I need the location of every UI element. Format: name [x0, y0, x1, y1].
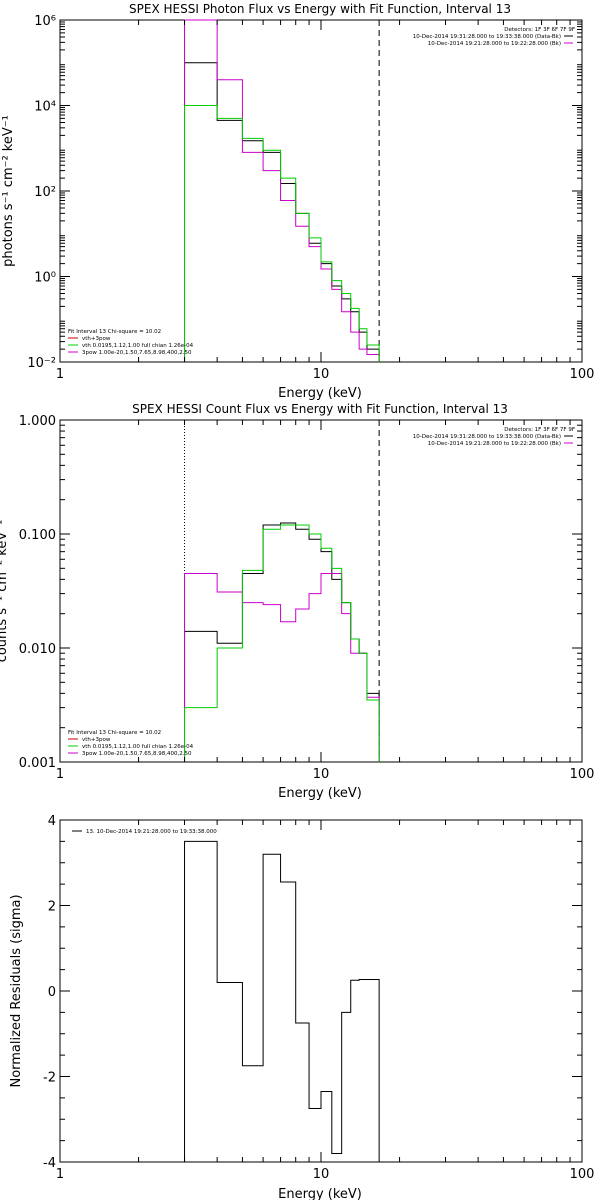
y-tick-label: 0.010 [19, 642, 56, 657]
legend-entry: 10-Dec-2014 19:21:28.000 to 19:22:28.000… [428, 441, 573, 447]
legend-entry: vth+3pow [68, 336, 111, 342]
y-axis-label: Normalized Residuals (sigma) [9, 894, 24, 1087]
residuals-panel: 1 10 100 -4 -2 0 2 4 Energy (keV) Normalized R… [9, 814, 594, 1200]
series-line [184, 62, 380, 362]
legend-entry-label: 10-Dec-2014 19:31:28.000 to 19:33:38.000… [413, 34, 561, 40]
x-tick-label: 100 [570, 367, 595, 382]
legend-entry-label: 10-Dec-2014 19:21:28.000 to 19:22:28.000… [428, 41, 561, 47]
x-axis-ticks: 1 10 100 [56, 20, 595, 382]
y-tick-label: 4 [48, 814, 56, 829]
count-flux-panel: SPEX HESSI Count Flux vs Energy with Fit… [0, 402, 594, 801]
x-axis-label: Energy (keV) [278, 1187, 362, 1200]
y-axis-label: counts s⁻¹ cm⁻² keV⁻¹ [0, 520, 10, 663]
energy-range-markers [184, 20, 380, 362]
legend-entry: 3pow 1.00e-20,1.50,7.65,8.98,400,2.50 [68, 350, 192, 356]
series-line [184, 573, 380, 762]
y-tick-label: 10⁶ [34, 14, 56, 29]
plot-frame [59, 819, 583, 1163]
legend-entry-label: 3pow 1.00e-20,1.50,7.65,8.98,400,2.50 [82, 350, 192, 356]
x-tick-label: 100 [570, 767, 595, 782]
legend-top-right: Detectors: 1F 3F 6F 7F 9F 10-Dec-2014 19… [413, 27, 575, 47]
legend-entry-label: 3pow 1.00e-20,1.50,7.65,8.98,400,2.50 [82, 751, 192, 757]
series-line [184, 524, 380, 762]
legend-entry-label: 10-Dec-2014 19:21:28.000 to 19:22:28.000… [428, 441, 561, 447]
x-axis-ticks: 1 10 100 [56, 820, 595, 1182]
y-tick-label: -2 [43, 1071, 56, 1086]
legend-entry: 10-Dec-2014 19:21:28.000 to 19:22:28.000… [428, 41, 573, 47]
legend-entry: vth 0.0195,1.12,1.00 full chian 1.26e-04 [68, 343, 194, 349]
x-tick-label: 10 [313, 767, 330, 782]
series-group [184, 840, 380, 1162]
x-tick-label: 1 [56, 1167, 64, 1182]
x-tick-label: 10 [313, 367, 330, 382]
plot-frame [59, 19, 583, 363]
legend-entry: 13. 10-Dec-2014 19:21:28.000 to 19:33:38… [72, 829, 217, 835]
legend-top-right: Detectors: 1F 3F 6F 7F 9F 10-Dec-2014 19… [413, 427, 575, 447]
y-tick-label: 2 [48, 900, 56, 915]
legend-entry-label: vth 0.0195,1.12,1.00 full chian 1.26e-04 [82, 343, 194, 349]
chart-title: SPEX HESSI Count Flux vs Energy with Fit… [132, 402, 508, 416]
legend-header: Detectors: 1F 3F 6F 7F 9F [504, 427, 575, 433]
legend-top-left: 13. 10-Dec-2014 19:21:28.000 to 19:33:38… [72, 829, 217, 835]
y-tick-label: -4 [43, 1156, 56, 1171]
legend-entry-label: 10-Dec-2014 19:31:28.000 to 19:33:38.000… [413, 434, 561, 440]
legend-header: Detectors: 1F 3F 6F 7F 9F [504, 27, 575, 33]
photon-flux-panel: SPEX HESSI Photon Flux vs Energy with Fi… [1, 2, 594, 401]
legend-entry-label: vth+3pow [82, 336, 111, 342]
y-tick-label: 10² [34, 185, 56, 200]
legend-header: Fit Interval 13 Chi-square = 10.02 [68, 730, 161, 736]
legend-entry-label: vth+3pow [82, 737, 111, 743]
energy-range-markers [184, 420, 380, 762]
chart-title: SPEX HESSI Photon Flux vs Energy with Fi… [129, 2, 511, 16]
x-tick-label: 10 [313, 1167, 330, 1182]
x-tick-label: 100 [570, 1167, 595, 1182]
series-line [184, 105, 380, 362]
x-axis-label: Energy (keV) [278, 786, 362, 801]
legend-bottom-left: Fit Interval 13 Chi-square = 10.02 vth+3… [68, 730, 194, 757]
y-axis-ticks: 0.001 0.010 0.100 1.000 [19, 414, 582, 771]
x-tick-label: 1 [56, 767, 64, 782]
y-tick-label: 10⁻² [27, 356, 56, 371]
legend-entry: vth 0.0195,1.12,1.00 full chian 1.26e-04 [68, 744, 194, 750]
x-tick-label: 1 [56, 367, 64, 382]
legend-header: Fit Interval 13 Chi-square = 10.02 [68, 329, 161, 335]
series-line [184, 19, 380, 362]
legend-bottom-left: Fit Interval 13 Chi-square = 10.02 vth+3… [68, 329, 194, 356]
y-tick-label: 0.001 [19, 756, 56, 771]
legend-entry: 3pow 1.00e-20,1.50,7.65,8.98,400,2.50 [68, 751, 192, 757]
y-tick-label: 10⁰ [34, 271, 56, 286]
y-axis-label: photons s⁻¹ cm⁻² keV⁻¹ [1, 115, 16, 267]
y-tick-label: 0.100 [19, 528, 56, 543]
legend-entry: 10-Dec-2014 19:31:28.000 to 19:33:38.000… [413, 34, 573, 40]
series-line [184, 522, 380, 762]
y-tick-label: 1.000 [19, 414, 56, 429]
legend-entry-label: 13. 10-Dec-2014 19:21:28.000 to 19:33:38… [86, 829, 217, 835]
y-axis-ticks: 10⁻² 10⁰ 10² 10⁴ 10⁶ [27, 14, 582, 371]
y-axis-ticks: -4 -2 0 2 4 [43, 814, 582, 1171]
legend-entry: 10-Dec-2014 19:31:28.000 to 19:33:38.000… [413, 434, 573, 440]
x-axis-label: Energy (keV) [278, 386, 362, 401]
x-axis-ticks: 1 10 100 [56, 420, 595, 782]
legend-entry-label: vth 0.0195,1.12,1.00 full chian 1.26e-04 [82, 744, 194, 750]
series-line [184, 840, 380, 1162]
series-group [184, 19, 380, 362]
y-tick-label: 0 [48, 985, 56, 1000]
legend-entry: vth+3pow [68, 737, 111, 743]
series-group [184, 522, 380, 762]
y-tick-label: 10⁴ [34, 100, 56, 115]
